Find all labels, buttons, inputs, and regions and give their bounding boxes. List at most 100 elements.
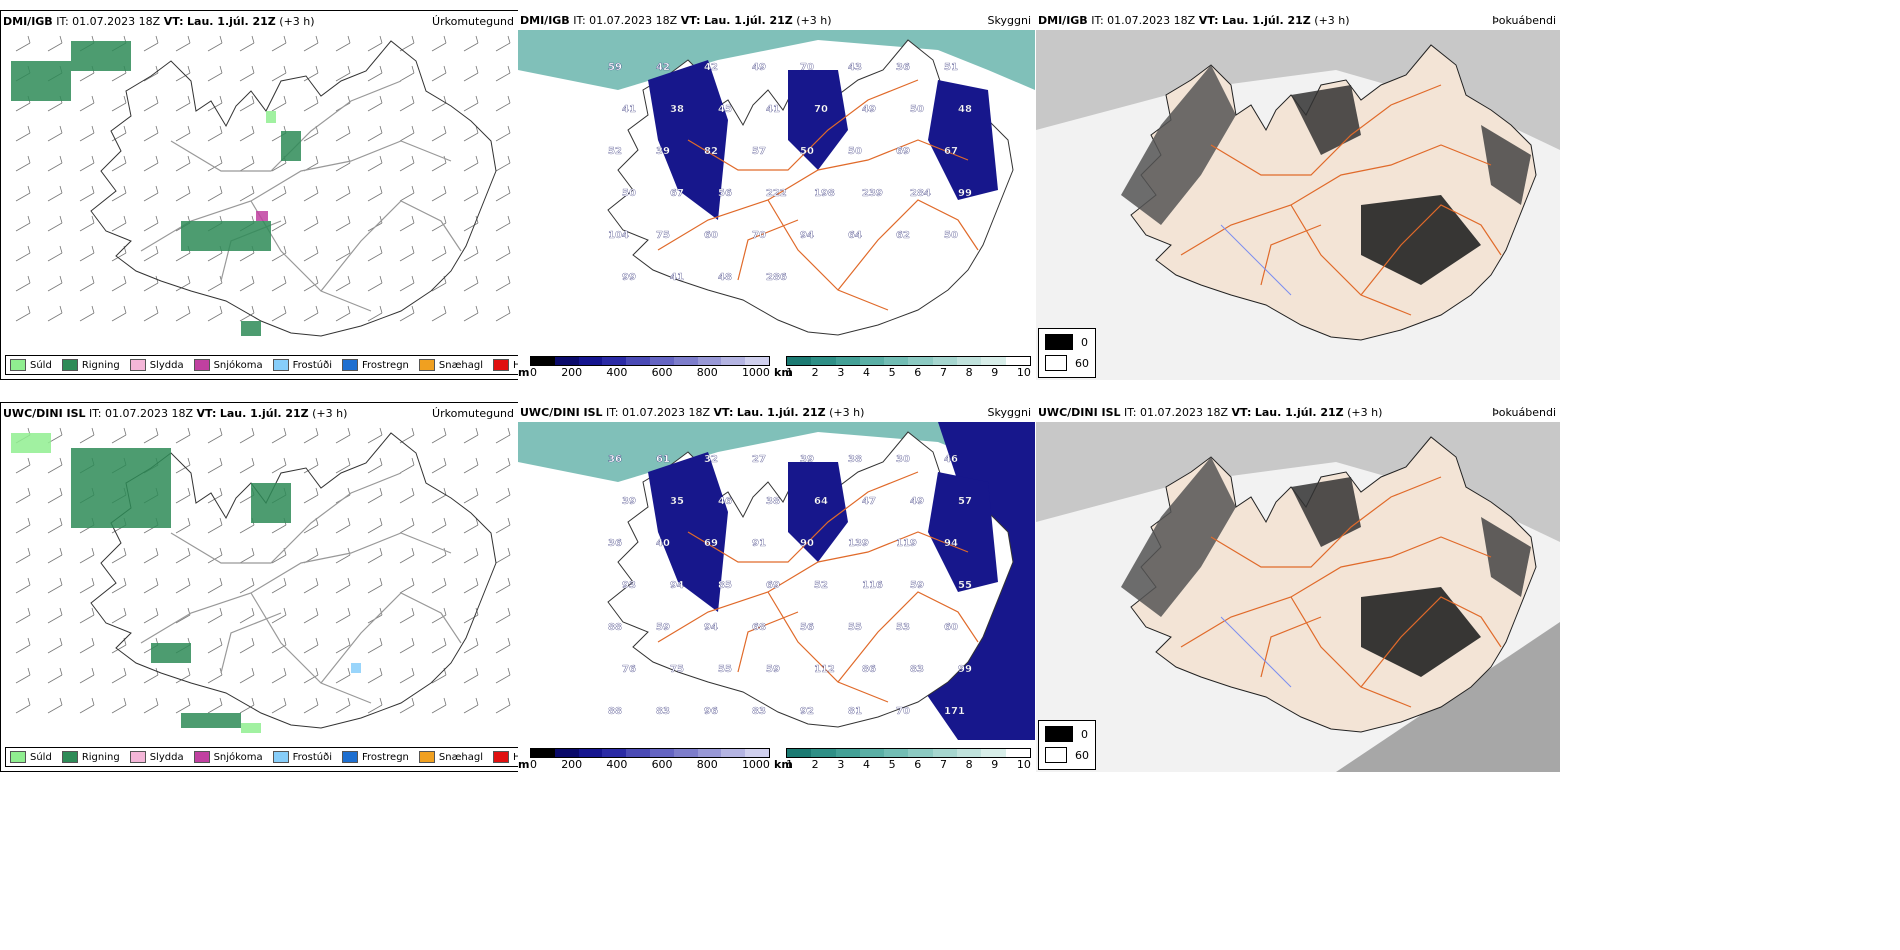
wind-barb [431, 155, 447, 172]
wind-barb [15, 697, 31, 714]
wind-barb [111, 185, 127, 202]
precip-map [11, 35, 511, 337]
wind-barb [47, 667, 63, 684]
wind-barb [495, 35, 511, 52]
visibility-value-label: 46 [944, 454, 958, 465]
wind-barb [495, 215, 511, 232]
very-low-visibility-area [788, 70, 848, 170]
road-line [1290, 596, 1412, 708]
wind-barb [367, 667, 383, 684]
precip-area [151, 643, 191, 663]
scale-swatch [957, 357, 982, 365]
visibility-value-label: 62 [896, 230, 910, 241]
wind-barb [335, 517, 351, 534]
scale-swatch [578, 749, 603, 757]
scale-swatch [908, 749, 933, 757]
wind-barb [303, 65, 319, 82]
wind-barb [207, 35, 223, 52]
scale-swatch [932, 749, 958, 757]
fog-dark-area [1481, 125, 1531, 205]
vt-label: VT: [163, 15, 184, 28]
visibility-value-label: 67 [944, 146, 958, 157]
wind-barb [111, 547, 127, 564]
visibility-value-label: 55 [718, 664, 732, 675]
model-name: DMI/IGB [3, 15, 53, 28]
scale-tick-label: 6 [914, 366, 922, 379]
wind-barb [47, 305, 63, 322]
it-label: IT: [573, 14, 586, 27]
wind-barb [79, 577, 95, 594]
iceland-outline [607, 39, 1014, 336]
wind-barb [111, 577, 127, 594]
wind-barb [111, 305, 127, 322]
wind-barb [271, 305, 287, 322]
visibility-value-label: 55 [848, 622, 862, 633]
scale-tick-label: 10 [1016, 366, 1031, 379]
road-line [220, 612, 282, 674]
road-line [250, 592, 372, 704]
scale-tick-label: 800 [696, 366, 718, 379]
visibility-map: 36 61 32 27 39 38 30 46 39 35 46 38 64 47 49 57 36 40 69 91… [518, 422, 1035, 740]
legend-item: Slydda [129, 751, 184, 763]
wind-barb [271, 275, 287, 292]
legend-label: Súld [30, 751, 52, 763]
road-line [687, 471, 919, 563]
wind-barb [463, 35, 479, 52]
panel-title: Úrkomutegund [432, 407, 514, 420]
fog-dark-area [1361, 195, 1481, 285]
wind-barb [271, 607, 287, 624]
wind-barb [335, 245, 351, 262]
vt-value: Lau. 1.júl. 21Z [219, 407, 309, 420]
visibility-value-label: 59 [656, 622, 670, 633]
scale-swatch [811, 749, 836, 757]
fog-dark-area [1121, 65, 1236, 225]
visibility-value-label: 99 [958, 664, 972, 675]
scale-ticks: 1 2 3 4 5 6 7 8 9 10 [786, 366, 1031, 379]
panel-header: UWC/DINI ISL IT: 01.07.2023 18Z VT: Lau.… [3, 405, 516, 423]
wind-barb [79, 427, 95, 444]
legend-swatch [129, 359, 146, 371]
scale-tick-label: 2 [811, 366, 819, 379]
vt-value: Lau. 1.júl. 21Z [1222, 14, 1311, 27]
visibility-value-label: 56 [718, 188, 732, 199]
visibility-value-label: 76 [622, 664, 636, 675]
scale-swatch [554, 357, 579, 365]
iceland-outline [1121, 44, 1537, 341]
scale-tick-label: 800 [696, 758, 718, 771]
scale-swatch [649, 357, 674, 365]
visibility-value-label: 81 [848, 706, 862, 717]
road-line [657, 531, 969, 643]
scale-swatch [673, 357, 698, 365]
wind-barb [111, 95, 127, 112]
scale-ticks: 1 2 3 4 5 6 7 8 9 10 [786, 758, 1031, 771]
visibility-value-label: 32 [704, 454, 718, 465]
wind-barb [111, 125, 127, 142]
scale-tick-label: 9 [991, 758, 999, 771]
scale-swatch [884, 357, 909, 365]
wind-barb [463, 667, 479, 684]
scale-tick-label: 2 [811, 758, 819, 771]
wind-barb [495, 517, 511, 534]
wind-barb [79, 607, 95, 624]
scale-tick-label: 600 [651, 366, 673, 379]
wind-barb [143, 427, 159, 444]
panel-title: Úrkomutegund [432, 15, 514, 28]
visibility-value-label: 94 [800, 230, 814, 241]
road-line [1180, 144, 1492, 256]
scale-swatch [721, 357, 746, 365]
wind-barb [207, 697, 223, 714]
wind-barb [367, 637, 383, 654]
precip-area [256, 211, 268, 221]
iceland-outline [90, 40, 497, 337]
visibility-value-label: 39 [622, 496, 636, 507]
scale-swatch [697, 749, 722, 757]
visibility-value-label: 57 [752, 146, 766, 157]
legend-swatch [272, 751, 289, 763]
visibility-value-label: 50 [944, 230, 958, 241]
wind-barb [303, 577, 319, 594]
wind-barb [15, 667, 31, 684]
wind-barb [143, 697, 159, 714]
road-line [1290, 204, 1412, 316]
wind-barb [207, 577, 223, 594]
wind-barb [399, 517, 415, 534]
